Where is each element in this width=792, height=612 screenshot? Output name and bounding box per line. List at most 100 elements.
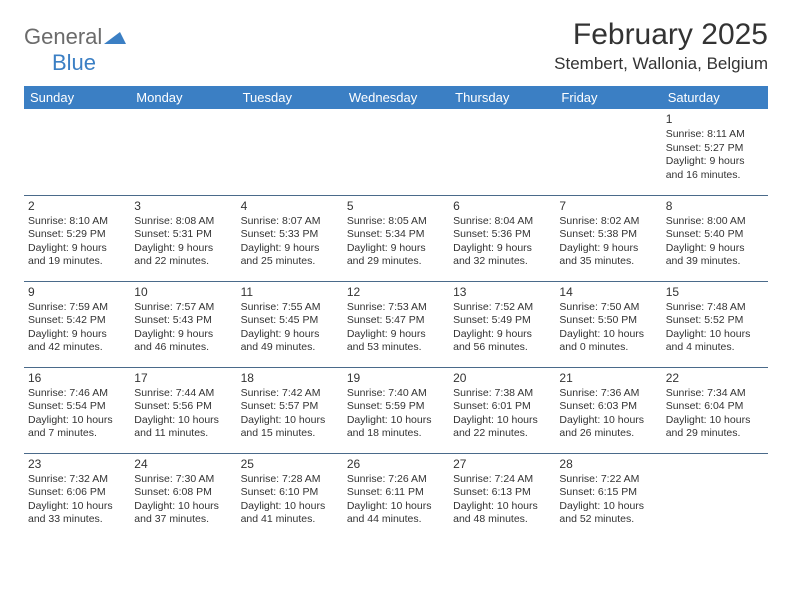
sunrise-line: Sunrise: 7:34 AM: [666, 387, 764, 400]
col-friday: Friday: [555, 86, 661, 109]
logo-text: General Blue: [24, 24, 126, 76]
daylight-line: Daylight: 10 hours and 18 minutes.: [347, 414, 445, 441]
calendar-cell: 8Sunrise: 8:00 AMSunset: 5:40 PMDaylight…: [662, 195, 768, 281]
sunset-line: Sunset: 6:03 PM: [559, 400, 657, 413]
daylight-line: Daylight: 9 hours and 32 minutes.: [453, 242, 551, 269]
day-number: 8: [666, 199, 764, 214]
sunset-line: Sunset: 5:49 PM: [453, 314, 551, 327]
sunset-line: Sunset: 5:38 PM: [559, 228, 657, 241]
col-tuesday: Tuesday: [237, 86, 343, 109]
calendar-row: 16Sunrise: 7:46 AMSunset: 5:54 PMDayligh…: [24, 367, 768, 453]
calendar-cell: 3Sunrise: 8:08 AMSunset: 5:31 PMDaylight…: [130, 195, 236, 281]
sunset-line: Sunset: 5:43 PM: [134, 314, 232, 327]
calendar-cell: 18Sunrise: 7:42 AMSunset: 5:57 PMDayligh…: [237, 367, 343, 453]
daylight-line: Daylight: 9 hours and 25 minutes.: [241, 242, 339, 269]
calendar-cell: 19Sunrise: 7:40 AMSunset: 5:59 PMDayligh…: [343, 367, 449, 453]
day-number: 19: [347, 371, 445, 386]
sunset-line: Sunset: 5:31 PM: [134, 228, 232, 241]
daylight-line: Daylight: 9 hours and 49 minutes.: [241, 328, 339, 355]
daylight-line: Daylight: 10 hours and 41 minutes.: [241, 500, 339, 527]
day-number: 1: [666, 112, 764, 127]
daylight-line: Daylight: 10 hours and 22 minutes.: [453, 414, 551, 441]
sunset-line: Sunset: 5:36 PM: [453, 228, 551, 241]
col-monday: Monday: [130, 86, 236, 109]
sunrise-line: Sunrise: 7:40 AM: [347, 387, 445, 400]
calendar-cell: 16Sunrise: 7:46 AMSunset: 5:54 PMDayligh…: [24, 367, 130, 453]
day-number: 7: [559, 199, 657, 214]
sunset-line: Sunset: 5:52 PM: [666, 314, 764, 327]
daylight-line: Daylight: 10 hours and 15 minutes.: [241, 414, 339, 441]
sunset-line: Sunset: 6:11 PM: [347, 486, 445, 499]
day-number: 5: [347, 199, 445, 214]
sunset-line: Sunset: 6:06 PM: [28, 486, 126, 499]
sunset-line: Sunset: 5:27 PM: [666, 142, 764, 155]
calendar-cell: 10Sunrise: 7:57 AMSunset: 5:43 PMDayligh…: [130, 281, 236, 367]
sunrise-line: Sunrise: 7:55 AM: [241, 301, 339, 314]
day-number: 18: [241, 371, 339, 386]
daylight-line: Daylight: 10 hours and 0 minutes.: [559, 328, 657, 355]
day-number: 22: [666, 371, 764, 386]
calendar-cell: 9Sunrise: 7:59 AMSunset: 5:42 PMDaylight…: [24, 281, 130, 367]
sunrise-line: Sunrise: 7:24 AM: [453, 473, 551, 486]
daylight-line: Daylight: 10 hours and 29 minutes.: [666, 414, 764, 441]
daylight-line: Daylight: 10 hours and 26 minutes.: [559, 414, 657, 441]
calendar-row: 2Sunrise: 8:10 AMSunset: 5:29 PM Daylight…: [24, 195, 768, 281]
calendar-cell: [130, 109, 236, 195]
sunset-line: Sunset: 5:29 PM: [28, 228, 126, 241]
sunrise-line: Sunrise: 8:04 AM: [453, 215, 551, 228]
day-number: 23: [28, 457, 126, 472]
calendar-cell: 15Sunrise: 7:48 AMSunset: 5:52 PMDayligh…: [662, 281, 768, 367]
calendar-cell: 5Sunrise: 8:05 AMSunset: 5:34 PMDaylight…: [343, 195, 449, 281]
calendar-cell: 4Sunrise: 8:07 AMSunset: 5:33 PMDaylight…: [237, 195, 343, 281]
sunrise-line: Sunrise: 7:36 AM: [559, 387, 657, 400]
daylight-line: Daylight: 10 hours and 44 minutes.: [347, 500, 445, 527]
calendar-cell: [237, 109, 343, 195]
calendar-cell: [555, 109, 661, 195]
calendar-cell: 7Sunrise: 8:02 AMSunset: 5:38 PMDaylight…: [555, 195, 661, 281]
calendar-cell: 27Sunrise: 7:24 AMSunset: 6:13 PMDayligh…: [449, 453, 555, 539]
sunrise-line: Sunrise: 8:11 AM: [666, 128, 764, 141]
sunrise-line: Sunrise: 8:07 AM: [241, 215, 339, 228]
calendar-cell: [449, 109, 555, 195]
daylight-line: Daylight: 9 hours and 42 minutes.: [28, 328, 126, 355]
day-header-row: Sunday Monday Tuesday Wednesday Thursday…: [24, 86, 768, 109]
header: General Blue February 2025 Stembert, Wal…: [24, 18, 768, 76]
sunrise-line: Sunrise: 7:22 AM: [559, 473, 657, 486]
daylight-line: Daylight: 10 hours and 52 minutes.: [559, 500, 657, 527]
calendar-row: 1Sunrise: 8:11 AMSunset: 5:27 PMDaylight…: [24, 109, 768, 195]
sunrise-line: Sunrise: 8:00 AM: [666, 215, 764, 228]
day-number: 14: [559, 285, 657, 300]
day-number: 12: [347, 285, 445, 300]
calendar-cell: 22Sunrise: 7:34 AMSunset: 6:04 PMDayligh…: [662, 367, 768, 453]
calendar-cell: 24Sunrise: 7:30 AMSunset: 6:08 PMDayligh…: [130, 453, 236, 539]
col-wednesday: Wednesday: [343, 86, 449, 109]
sunset-line: Sunset: 5:57 PM: [241, 400, 339, 413]
calendar-cell: 13Sunrise: 7:52 AMSunset: 5:49 PMDayligh…: [449, 281, 555, 367]
sunrise-line: Sunrise: 7:44 AM: [134, 387, 232, 400]
day-number: 24: [134, 457, 232, 472]
day-number: 21: [559, 371, 657, 386]
day-number: 20: [453, 371, 551, 386]
day-number: 17: [134, 371, 232, 386]
sunrise-line: Sunrise: 8:10 AM: [28, 215, 126, 228]
sunset-line: Sunset: 6:01 PM: [453, 400, 551, 413]
sunrise-line: Sunrise: 7:50 AM: [559, 301, 657, 314]
logo: General Blue: [24, 24, 126, 76]
daylight-line: Daylight: 10 hours and 33 minutes.: [28, 500, 126, 527]
calendar-cell: [24, 109, 130, 195]
col-thursday: Thursday: [449, 86, 555, 109]
day-number: 6: [453, 199, 551, 214]
calendar-cell: [662, 453, 768, 539]
daylight-line: Daylight: 9 hours and 53 minutes.: [347, 328, 445, 355]
calendar-cell: [343, 109, 449, 195]
daylight-line: Daylight: 9 hours and 46 minutes.: [134, 328, 232, 355]
daylight-line: Daylight: 10 hours and 4 minutes.: [666, 328, 764, 355]
day-number: 2: [28, 199, 126, 214]
calendar-cell: 21Sunrise: 7:36 AMSunset: 6:03 PMDayligh…: [555, 367, 661, 453]
calendar-cell: 12Sunrise: 7:53 AMSunset: 5:47 PMDayligh…: [343, 281, 449, 367]
daylight-line: Daylight: 9 hours and 35 minutes.: [559, 242, 657, 269]
calendar-row: 23Sunrise: 7:32 AMSunset: 6:06 PMDayligh…: [24, 453, 768, 539]
sunrise-line: Sunrise: 7:26 AM: [347, 473, 445, 486]
sunset-line: Sunset: 5:42 PM: [28, 314, 126, 327]
daylight-line: Daylight: 10 hours and 48 minutes.: [453, 500, 551, 527]
